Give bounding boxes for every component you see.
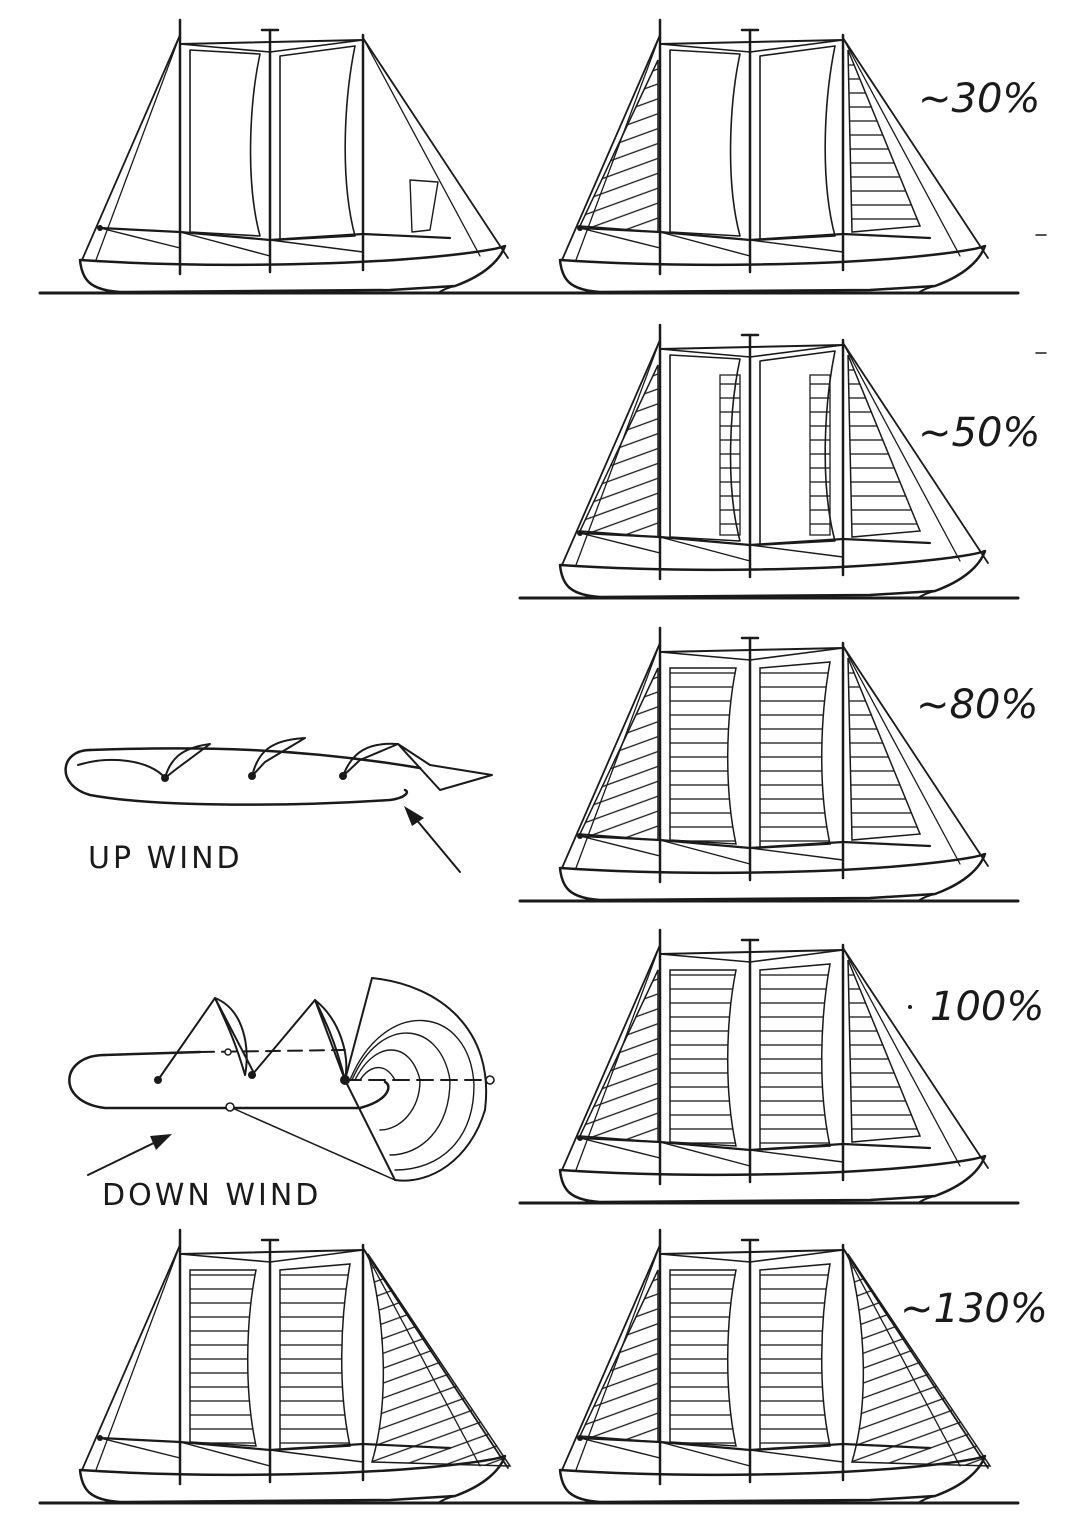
label-reef-130: ~130%	[900, 1286, 1048, 1332]
schooner-right-row5	[518, 1228, 1020, 1505]
label-reef-50: ~50%	[918, 410, 1040, 456]
schooner-right-row3	[518, 626, 1020, 903]
schooner-right-row4	[518, 928, 1020, 1205]
upwind-plan: UP WIND	[64, 737, 493, 876]
label-reef-80: ~80%	[916, 682, 1038, 728]
downwind-label: DOWN WIND	[102, 1178, 321, 1213]
schooner-right-row1	[518, 18, 1020, 295]
upwind-label: UP WIND	[88, 841, 243, 876]
schooner-left-row1	[38, 18, 540, 295]
schooner-left-row5	[38, 1228, 540, 1505]
schooner-right-row2	[518, 323, 1020, 600]
label-reef-100: 100%	[930, 984, 1044, 1030]
label-reef-30: ~30%	[918, 76, 1040, 122]
downwind-plan: DOWN WIND	[68, 977, 495, 1213]
